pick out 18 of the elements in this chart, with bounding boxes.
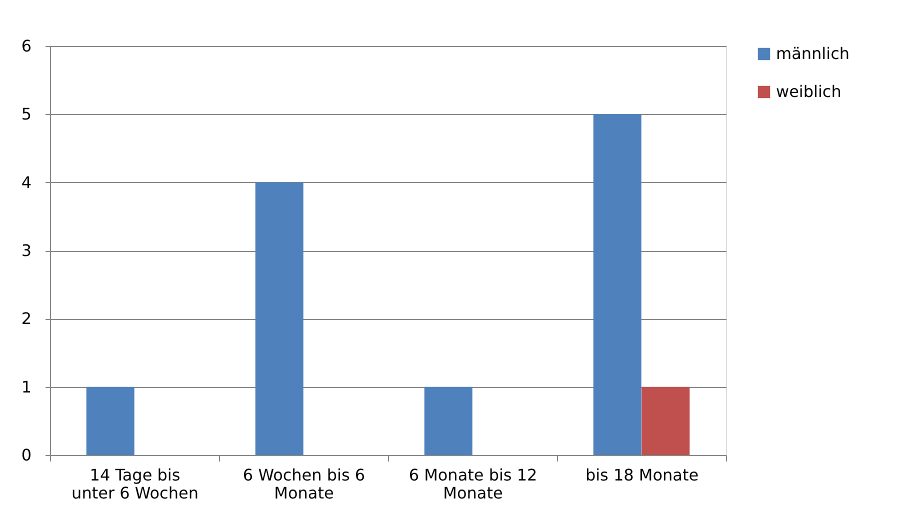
- bar: [424, 386, 472, 455]
- y-tick-label: 6: [21, 36, 32, 56]
- legend-label: männlich: [776, 44, 850, 63]
- x-tick-label: 14 Tage bis unter 6 Wochen: [72, 466, 198, 502]
- y-tick-label: 0: [21, 446, 32, 464]
- x-tick-label: 6 Monate bis 12 Monate: [408, 466, 538, 502]
- legend-label: weiblich: [776, 82, 842, 101]
- y-tick-label: 4: [21, 172, 32, 192]
- x-tick-label: 6 Wochen bis 6 Monate: [242, 466, 366, 502]
- bar: [642, 386, 690, 455]
- y-tick-label: 3: [21, 241, 32, 260]
- bar: [255, 182, 304, 455]
- bar: [86, 386, 134, 455]
- x-tick-label: bis 18 Monate: [585, 466, 699, 484]
- bar: [593, 114, 642, 455]
- y-tick-label: 5: [21, 104, 32, 124]
- y-tick-label: 2: [21, 309, 32, 328]
- y-tick-label: 1: [21, 377, 32, 396]
